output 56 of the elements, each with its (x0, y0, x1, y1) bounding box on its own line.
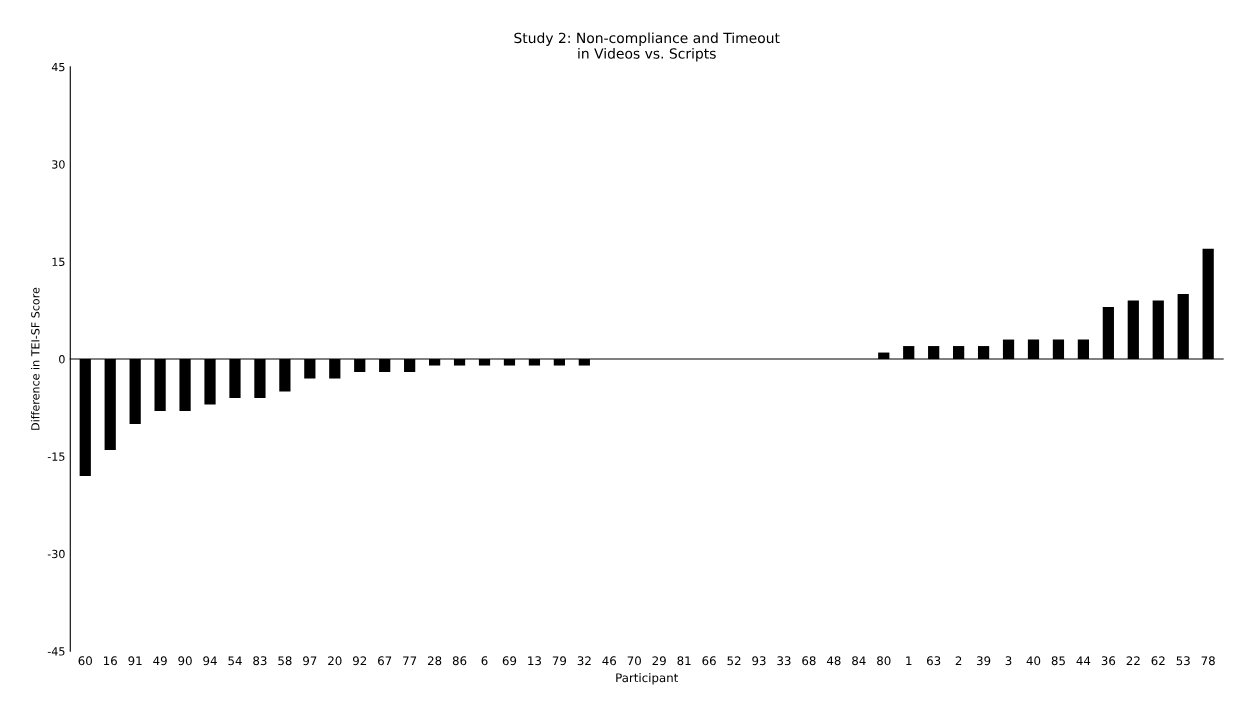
x-tick-label: 86 (452, 656, 467, 666)
x-tick-label: 78 (1201, 656, 1215, 666)
x-tick-label: 81 (677, 656, 691, 666)
x-tick-label: 28 (427, 656, 442, 666)
y-tick-label: 30 (52, 160, 65, 169)
x-tick-label: 29 (652, 656, 666, 666)
x-tick-label: 68 (802, 656, 816, 666)
y-tick-label: 0 (59, 355, 65, 364)
x-tick-label: 83 (253, 656, 267, 666)
x-axis-title: Participant (616, 673, 679, 685)
y-tick-label: -15 (47, 452, 65, 461)
y-axis-title: Difference in TEI-SF Score (30, 287, 40, 430)
x-tick-label: 94 (203, 656, 217, 666)
x-tick-label: 70 (627, 656, 641, 666)
x-tick-label: 90 (178, 656, 192, 666)
x-tick-label: 77 (403, 656, 417, 666)
x-tick-label: 62 (1151, 656, 1165, 666)
x-tick-label: 6 (481, 656, 488, 666)
x-tick-label: 91 (128, 656, 142, 666)
y-tick-label: 15 (52, 257, 65, 267)
x-tick-label: 58 (278, 656, 292, 666)
x-tick-label: 16 (103, 656, 117, 666)
x-tick-label: 53 (1176, 656, 1190, 666)
x-tick-label: 46 (602, 656, 617, 666)
y-tick-label: 45 (51, 63, 65, 72)
x-tick-label: 92 (352, 656, 367, 666)
x-tick-label: 66 (702, 656, 716, 666)
x-tick-label: 60 (78, 656, 92, 666)
x-tick-label: 48 (826, 656, 841, 666)
x-tick-label: 67 (378, 656, 392, 666)
x-tick-label: 40 (1026, 656, 1041, 666)
x-tick-label: 36 (1101, 656, 1116, 666)
x-tick-label: 93 (752, 656, 766, 666)
x-tick-label: 13 (528, 656, 541, 666)
x-tick-label: 52 (727, 656, 741, 666)
x-tick-label: 49 (153, 656, 167, 666)
x-tick-label: 54 (228, 656, 242, 666)
x-tick-label: 63 (926, 656, 941, 666)
x-tick-label: 22 (1126, 656, 1140, 666)
x-tick-label: 44 (1076, 656, 1091, 666)
x-tick-label: 85 (1051, 656, 1065, 666)
x-tick-label: 84 (852, 656, 866, 666)
x-tick-label: 80 (877, 656, 891, 666)
x-tick-label: 2 (955, 656, 962, 666)
x-tick-label: 32 (577, 656, 591, 666)
x-tick-label: 1 (906, 656, 912, 666)
x-tick-label: 33 (777, 656, 791, 666)
x-tick-label: 69 (502, 656, 517, 666)
y-tick-label: -45 (47, 647, 65, 656)
x-tick-label: 3 (1005, 656, 1012, 666)
x-tick-label: 97 (303, 656, 317, 666)
x-tick-label: 39 (976, 656, 991, 666)
x-tick-label: 20 (328, 656, 342, 666)
x-tick-label: 79 (552, 656, 567, 666)
y-tick-label: -30 (47, 549, 65, 559)
chart-title: Study 2: Non-compliance and Timeout in Videos vs. Scripts (514, 32, 780, 62)
